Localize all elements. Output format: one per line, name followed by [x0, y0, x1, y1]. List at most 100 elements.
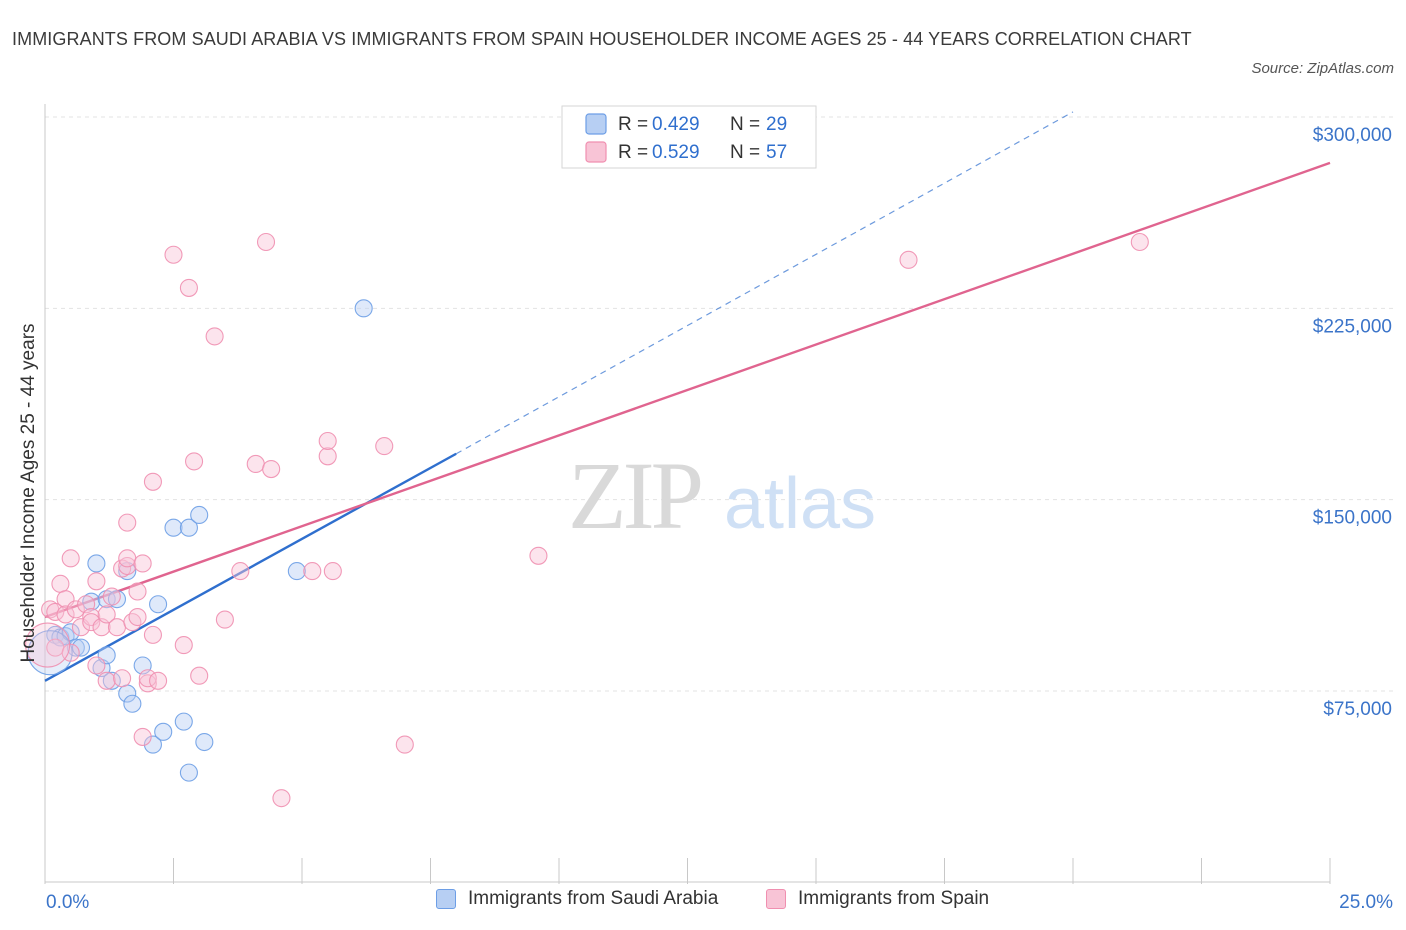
- legend-item-spain[interactable]: Immigrants from Spain: [766, 888, 989, 910]
- point-series0-23: [179, 763, 198, 782]
- legend-r-value-spain: 0.529: [652, 142, 700, 163]
- point-series1-53: [529, 546, 548, 565]
- watermark-atlas: atlas: [724, 464, 876, 544]
- point-series1-28: [133, 554, 152, 573]
- point-series1-14: [87, 572, 106, 591]
- legend-r-label-spain: R =: [618, 142, 648, 163]
- point-series1-29: [133, 727, 152, 746]
- point-series0-26: [287, 562, 306, 581]
- point-series1-36: [174, 636, 193, 655]
- point-series1-32: [143, 625, 162, 644]
- point-series1-18: [102, 587, 121, 606]
- y-tick-label-2: $225,000: [1313, 316, 1392, 337]
- point-series1-45: [262, 460, 281, 479]
- chart-title: IMMIGRANTS FROM SAUDI ARABIA VS IMMIGRAN…: [12, 29, 1192, 49]
- x-tick-label-min: 0.0%: [46, 892, 89, 913]
- watermark: ZIP atlas: [568, 442, 876, 549]
- point-series1-54: [899, 250, 918, 269]
- point-series0-6: [82, 592, 101, 611]
- point-series1-27: [128, 607, 147, 627]
- point-series1-12: [82, 613, 101, 632]
- point-series1-13: [87, 656, 106, 675]
- point-series1-8: [66, 600, 85, 619]
- point-series1-56: [25, 622, 71, 668]
- point-series1-39: [190, 666, 209, 685]
- point-series1-40: [205, 327, 224, 346]
- point-series1-50: [323, 562, 342, 581]
- point-series1-26: [128, 582, 147, 601]
- point-series1-5: [56, 605, 75, 624]
- point-series1-2: [46, 602, 65, 621]
- point-series0-5: [71, 638, 91, 657]
- point-series0-17: [143, 735, 162, 754]
- point-series0-19: [154, 722, 173, 741]
- point-series1-33: [143, 472, 162, 491]
- point-series1-22: [118, 513, 137, 532]
- gridlines: [45, 116, 1395, 692]
- data-points: [25, 232, 1149, 808]
- legend-r-value-saudi: 0.429: [652, 114, 700, 135]
- point-series1-34: [149, 671, 168, 690]
- point-series1-37: [179, 278, 198, 297]
- point-series1-47: [303, 562, 322, 581]
- legend-label-spain: Immigrants from Spain: [798, 888, 990, 909]
- point-series0-24: [190, 505, 209, 525]
- legend-item-saudi-arabia[interactable]: Immigrants from Saudi Arabia: [436, 888, 718, 910]
- legend-r-label-saudi: R =: [618, 114, 648, 135]
- point-series0-20: [164, 518, 183, 537]
- trend-lines: [44, 111, 1331, 682]
- point-series0-12: [107, 590, 127, 609]
- point-series1-52: [395, 735, 414, 754]
- point-series0-25: [195, 732, 214, 752]
- trend-line-series1: [44, 161, 1331, 619]
- legend-n-label-saudi: N =: [730, 114, 760, 135]
- point-series1-41: [215, 610, 234, 629]
- point-series0-27: [354, 299, 373, 318]
- trend-line-series0: [44, 452, 457, 682]
- point-series1-55: [1130, 232, 1149, 252]
- point-series1-21: [113, 669, 132, 688]
- point-series1-17: [97, 671, 116, 690]
- point-series0-18: [149, 595, 168, 614]
- y-tick-labels: $75,000 $150,000 $225,000 $300,000: [1313, 125, 1392, 720]
- point-series0-13: [118, 562, 137, 581]
- point-series1-31: [138, 669, 157, 688]
- point-series0-22: [179, 518, 198, 537]
- series-legend: Immigrants from Saudi Arabia Immigrants …: [0, 888, 1406, 916]
- y-tick-label-3: $300,000: [1313, 125, 1392, 146]
- point-series1-35: [164, 245, 183, 264]
- legend-swatch-saudi: [585, 113, 607, 135]
- legend-n-value-spain: 57: [766, 142, 787, 163]
- trend-line-dashed-series0: [455, 111, 1074, 455]
- point-series1-42: [231, 562, 250, 581]
- legend-swatch-saudi-arabia: [436, 889, 456, 909]
- point-series0-7: [87, 554, 106, 573]
- point-series1-51: [375, 437, 394, 456]
- point-series1-48: [318, 447, 337, 466]
- axes: [44, 104, 1331, 884]
- point-series1-24: [118, 549, 137, 568]
- legend-n-label-spain: N =: [730, 142, 760, 163]
- legend-swatch-spain: [585, 141, 607, 163]
- y-axis-label: Householder Income Ages 25 - 44 years: [18, 323, 39, 662]
- point-series1-46: [272, 789, 291, 808]
- point-series0-21: [174, 712, 193, 731]
- stats-legend: R = 0.429 N = 29 R = 0.529 N = 57: [561, 105, 817, 169]
- point-series1-19: [107, 618, 127, 637]
- point-series1-23: [118, 556, 137, 576]
- point-series1-6: [61, 549, 80, 568]
- legend-swatch-spain: [766, 889, 786, 909]
- point-series0-9: [97, 590, 116, 609]
- legend-n-value-saudi: 29: [766, 114, 787, 135]
- point-series1-49: [318, 431, 337, 451]
- point-series1-20: [113, 559, 132, 578]
- watermark-zip: ZIP: [568, 442, 701, 549]
- point-series1-38: [185, 452, 204, 471]
- point-series0-11: [102, 671, 121, 690]
- x-tick-label-max: 25.0%: [1339, 892, 1393, 913]
- point-series1-43: [246, 454, 265, 474]
- x-tick-labels: 0.0% 25.0%: [46, 892, 1393, 913]
- point-series1-16: [97, 605, 116, 624]
- y-tick-label-0: $75,000: [1323, 699, 1392, 720]
